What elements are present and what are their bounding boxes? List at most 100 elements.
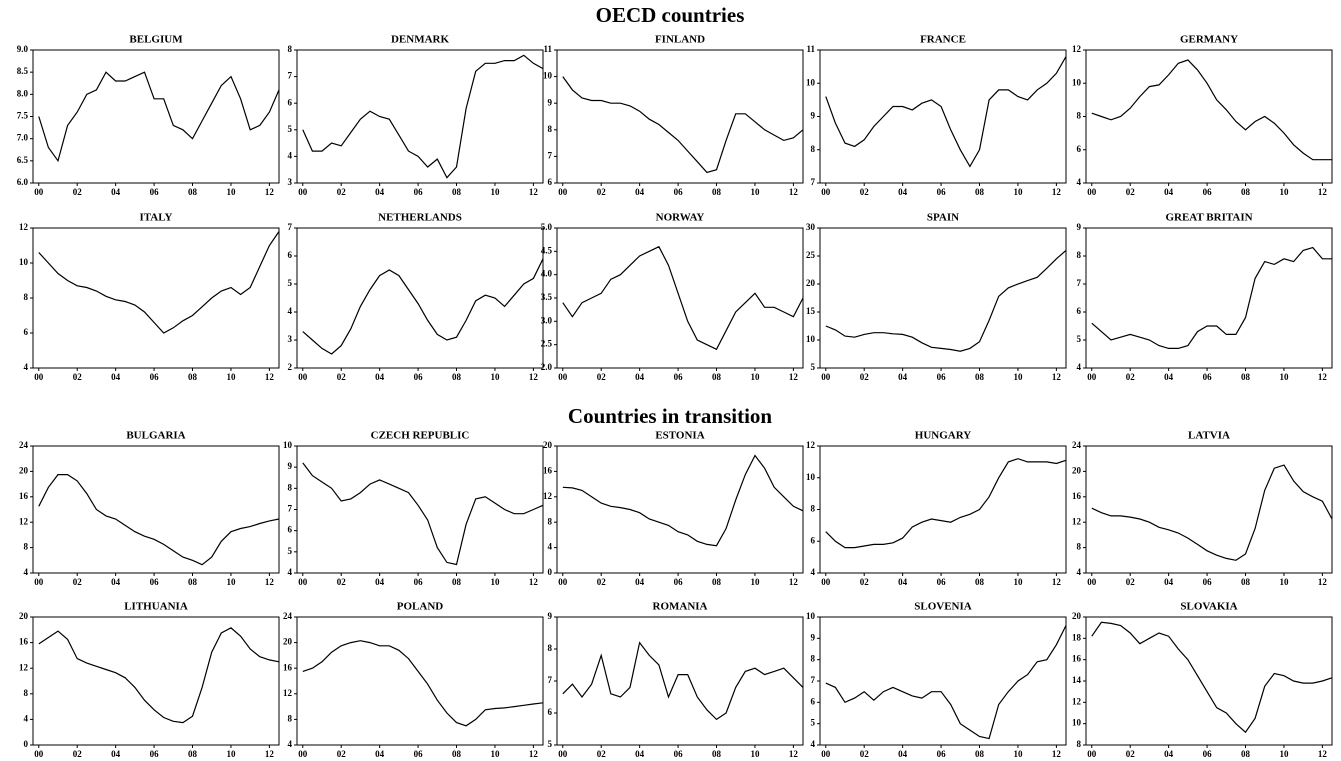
series-line <box>38 474 280 566</box>
panel-title: CZECH REPUBLIC <box>371 430 470 442</box>
x-tick-label: 00 <box>34 187 44 197</box>
series-line <box>825 56 1067 168</box>
x-tick-label: 12 <box>265 372 275 382</box>
panel-title: NETHERLANDS <box>378 212 462 224</box>
y-tick-label: 6 <box>1077 306 1082 316</box>
plot-frame <box>296 616 544 746</box>
x-tick-label: 08 <box>712 187 722 197</box>
y-tick-label: 7 <box>811 177 816 187</box>
x-tick-label: 04 <box>111 577 121 587</box>
x-tick-label: 06 <box>937 577 947 587</box>
x-tick-label: 10 <box>1279 187 1289 197</box>
x-tick-label: 00 <box>821 577 831 587</box>
y-tick-label: 24 <box>1072 440 1082 450</box>
y-tick-label: 4 <box>811 567 816 577</box>
y-tick-label: 8 <box>288 44 293 54</box>
x-tick-label: 02 <box>860 372 870 382</box>
x-tick-label: 08 <box>452 577 462 587</box>
x-tick-label: 10 <box>1279 577 1289 587</box>
y-tick-label: 6.5 <box>17 155 29 165</box>
y-tick-label: 20 <box>19 465 29 475</box>
x-tick-label: 06 <box>414 749 424 759</box>
y-tick-label: 9 <box>811 111 816 121</box>
panel-title: HUNGARY <box>915 430 972 442</box>
y-tick-label: 10 <box>1072 718 1082 728</box>
y-tick-label: 20 <box>806 278 816 288</box>
plot-frame <box>819 227 1067 369</box>
x-tick-label: 12 <box>1052 749 1062 759</box>
x-tick-label: 08 <box>1241 577 1251 587</box>
y-tick-label: 20 <box>543 440 553 450</box>
y-tick-label: 2 <box>288 362 293 372</box>
y-tick-label: 11 <box>543 44 552 54</box>
x-tick-label: 08 <box>975 372 985 382</box>
x-tick-label: 08 <box>452 749 462 759</box>
panel-title: BULGARIA <box>126 430 185 442</box>
y-tick-label: 16 <box>19 637 29 647</box>
y-tick-label: 8 <box>1077 542 1082 552</box>
y-tick-label: 5.0 <box>541 222 553 232</box>
x-tick-label: 00 <box>558 749 568 759</box>
x-tick-label: 06 <box>150 749 160 759</box>
x-tick-label: 06 <box>674 749 684 759</box>
y-tick-label: 4 <box>24 567 29 577</box>
x-tick-label: 04 <box>375 749 385 759</box>
panel-title: SLOVAKIA <box>1180 601 1237 613</box>
x-tick-label: 04 <box>1164 372 1174 382</box>
y-tick-label: 12 <box>19 222 29 232</box>
x-tick-label: 08 <box>188 187 198 197</box>
y-tick-label: 10 <box>543 71 553 81</box>
y-tick-label: 6 <box>288 97 293 107</box>
x-tick-label: 04 <box>635 577 645 587</box>
y-tick-label: 20 <box>1072 465 1082 475</box>
x-tick-label: 06 <box>1203 187 1213 197</box>
y-tick-label: 5 <box>811 718 816 728</box>
x-tick-label: 12 <box>529 372 539 382</box>
x-tick-label: 12 <box>789 749 799 759</box>
y-tick-label: 20 <box>1072 611 1082 621</box>
x-tick-label: 02 <box>597 749 607 759</box>
x-tick-label: 02 <box>1126 749 1136 759</box>
y-tick-label: 2.5 <box>541 339 553 349</box>
x-tick-label: 06 <box>414 187 424 197</box>
y-tick-label: 5 <box>1077 334 1082 344</box>
y-tick-label: 7 <box>288 222 293 232</box>
series-line <box>1091 621 1333 734</box>
x-tick-label: 00 <box>34 749 44 759</box>
x-tick-label: 08 <box>188 749 198 759</box>
plot-frame <box>1085 227 1333 369</box>
x-tick-label: 10 <box>490 187 500 197</box>
series-line <box>825 249 1067 352</box>
y-tick-label: 6 <box>548 707 553 717</box>
x-tick-label: 10 <box>750 749 760 759</box>
y-tick-label: 5 <box>811 362 816 372</box>
y-tick-label: 8 <box>811 504 816 514</box>
x-tick-label: 06 <box>414 577 424 587</box>
x-tick-label: 10 <box>490 372 500 382</box>
x-tick-label: 08 <box>975 577 985 587</box>
x-tick-label: 00 <box>558 187 568 197</box>
y-tick-label: 4 <box>24 362 29 372</box>
y-tick-label: 10 <box>283 440 293 450</box>
plot-frame <box>296 49 544 184</box>
x-tick-label: 02 <box>860 749 870 759</box>
x-tick-label: 04 <box>898 749 908 759</box>
x-tick-label: 12 <box>789 577 799 587</box>
x-tick-label: 06 <box>674 187 684 197</box>
x-tick-label: 10 <box>490 749 500 759</box>
y-tick-label: 4.0 <box>541 269 553 279</box>
x-tick-label: 04 <box>111 749 121 759</box>
panel-title: GREAT BRITAIN <box>1165 212 1252 224</box>
y-tick-label: 12 <box>283 688 293 698</box>
x-tick-label: 12 <box>529 577 539 587</box>
x-tick-label: 00 <box>34 372 44 382</box>
x-tick-label: 00 <box>1087 187 1097 197</box>
y-tick-label: 4.5 <box>541 245 553 255</box>
y-tick-label: 2.0 <box>541 362 553 372</box>
x-tick-label: 10 <box>1013 749 1023 759</box>
x-tick-label: 08 <box>712 577 722 587</box>
y-tick-label: 10 <box>1072 77 1082 87</box>
series-line <box>302 258 544 355</box>
y-tick-label: 9 <box>548 97 553 107</box>
y-tick-label: 6 <box>288 250 293 260</box>
